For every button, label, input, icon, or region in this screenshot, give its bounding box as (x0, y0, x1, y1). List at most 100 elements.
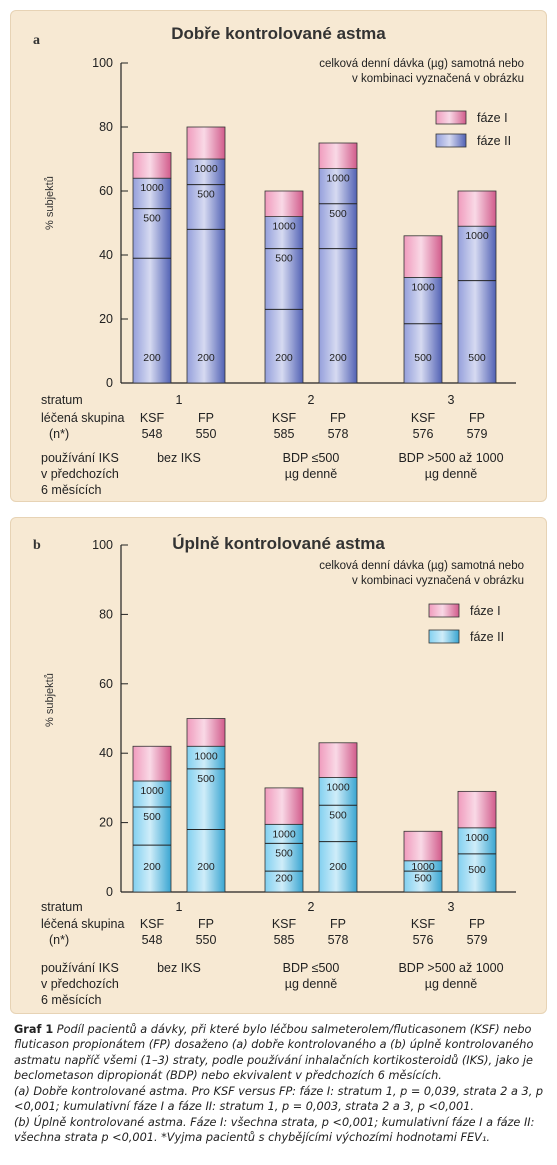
iks-usage-text: BDP ≤500 (282, 451, 340, 465)
bar-phase1 (457, 790, 497, 829)
dose-label: 500 (275, 253, 293, 265)
dose-label: 500 (197, 773, 215, 785)
row-label-stratum: stratum (41, 900, 83, 914)
treatment-group-label: FP (469, 917, 485, 931)
y-tick-label: 20 (99, 816, 113, 830)
treatment-group-label: FP (198, 411, 214, 425)
legend-swatch-phase2 (428, 629, 460, 644)
bar-phase1 (132, 745, 172, 782)
panel-letter: a (33, 33, 40, 48)
bar-phase2 (457, 225, 497, 384)
dose-label: 500 (143, 213, 161, 225)
y-tick-label: 60 (99, 677, 113, 691)
dose-label: 1000 (465, 230, 489, 242)
bar-phase2 (403, 860, 443, 893)
dose-note-line1: celková denní dávka (µg) samotná nebo (319, 58, 524, 70)
stratum-number: 3 (447, 393, 455, 407)
treatment-group-label: KSF (139, 917, 165, 931)
stratum-number: 2 (307, 900, 315, 914)
bar-phase2 (186, 158, 226, 384)
legend-label-phase1: fáze I (470, 604, 501, 618)
y-tick-label: 0 (106, 376, 113, 390)
stratum-number: 1 (175, 393, 183, 407)
row-label-group: léčená skupina (41, 411, 125, 425)
bar-phase1 (403, 235, 443, 278)
bar-phase1 (264, 190, 304, 218)
treatment-group-label: FP (330, 411, 346, 425)
dose-label: 1000 (194, 163, 218, 175)
patient-count-label: 550 (195, 933, 217, 947)
bar-phase2 (264, 823, 304, 893)
stratum-number: 2 (307, 393, 315, 407)
bar-phase1 (318, 742, 358, 778)
legend-swatch-phase1 (428, 603, 460, 618)
panel-a: a Dobře kontrolované astma celková denní… (10, 10, 547, 502)
treatment-group-label: FP (469, 411, 485, 425)
iks-usage-text: BDP ≤500 (282, 961, 340, 975)
y-tick-label: 60 (99, 184, 113, 198)
dose-label: 1000 (194, 750, 218, 762)
dose-label: 200 (197, 861, 215, 873)
treatment-group-label: KSF (410, 411, 436, 425)
caption-line1: Podíl pacientů a dávky, při které bylo l… (14, 1023, 534, 1083)
y-tick-label: 100 (92, 56, 113, 70)
row-label-stratum: stratum (41, 393, 83, 407)
caption-label: Graf 1 (14, 1023, 54, 1036)
dose-label: 500 (468, 864, 486, 876)
row-label-iks1: používání IKS (41, 451, 119, 465)
dose-label: 500 (468, 352, 486, 364)
patient-count-label: 548 (141, 427, 163, 441)
iks-usage-text: BDP >500 až 1000 (398, 451, 504, 465)
y-tick-label: 80 (99, 607, 113, 621)
dose-label: 500 (275, 847, 293, 859)
panel-letter: b (33, 538, 41, 553)
stratum-number: 3 (447, 900, 455, 914)
dose-label: 1000 (411, 281, 435, 293)
bar-phase1 (318, 142, 358, 170)
panel-title: Dobře kontrolované astma (171, 24, 386, 43)
dose-label: 500 (143, 811, 161, 823)
dose-label: 1000 (465, 832, 489, 844)
iks-usage-text: BDP >500 až 1000 (398, 961, 504, 975)
dose-note-line2: v kombinaci vyznačená v obrázku (352, 73, 524, 85)
dose-label: 500 (329, 208, 347, 220)
dose-label: 1000 (411, 861, 435, 873)
legend-swatch-phase2 (435, 133, 467, 148)
patient-count-label: 548 (141, 933, 163, 947)
row-label-group: léčená skupina (41, 917, 125, 931)
dose-label: 1000 (140, 182, 164, 194)
bar-phase1 (186, 718, 226, 747)
caption-line3: (b) Úplně kontrolované astma. Fáze I: vš… (14, 1115, 535, 1145)
dose-label: 500 (414, 873, 432, 885)
patient-count-label: 585 (273, 427, 295, 441)
bar-phase1 (457, 190, 497, 227)
treatment-group-label: KSF (271, 411, 297, 425)
treatment-group-label: KSF (139, 411, 165, 425)
dose-label: 200 (275, 873, 293, 885)
caption-line2: (a) Dobře kontrolované astma. Pro KSF ve… (14, 1084, 544, 1114)
patient-count-label: 550 (195, 427, 217, 441)
dose-label: 500 (329, 809, 347, 821)
panel-title: Úplně kontrolované astma (172, 534, 385, 553)
dose-label: 200 (143, 861, 161, 873)
figure-caption: Graf 1 Podíl pacientů a dávky, při které… (14, 1022, 544, 1146)
patient-count-label: 576 (412, 933, 434, 947)
legend-label-phase1: fáze I (477, 111, 508, 125)
row-label-iks3: 6 měsících (41, 483, 102, 497)
row-label-n: (n*) (49, 427, 70, 441)
bar-phase2 (318, 777, 358, 893)
panel-b: b Úplně kontrolované astma celková denní… (10, 517, 547, 1014)
iks-usage-text: bez IKS (157, 961, 201, 975)
patient-count-label: 579 (466, 427, 488, 441)
row-label-n: (n*) (49, 933, 70, 947)
chart-a-svg: 0 20 40 60 80 100 fáze I fáze II 200 500 1000 200 50… (92, 56, 516, 390)
dose-label: 200 (329, 861, 347, 873)
bar-phase2 (318, 168, 358, 384)
iks-usage-unit: µg denně (284, 977, 338, 991)
dose-label: 1000 (140, 785, 164, 797)
patient-count-label: 578 (327, 427, 349, 441)
row-label-iks2: v předchozích (41, 467, 119, 481)
dose-label: 200 (275, 352, 293, 364)
y-tick-label: 80 (99, 120, 113, 134)
